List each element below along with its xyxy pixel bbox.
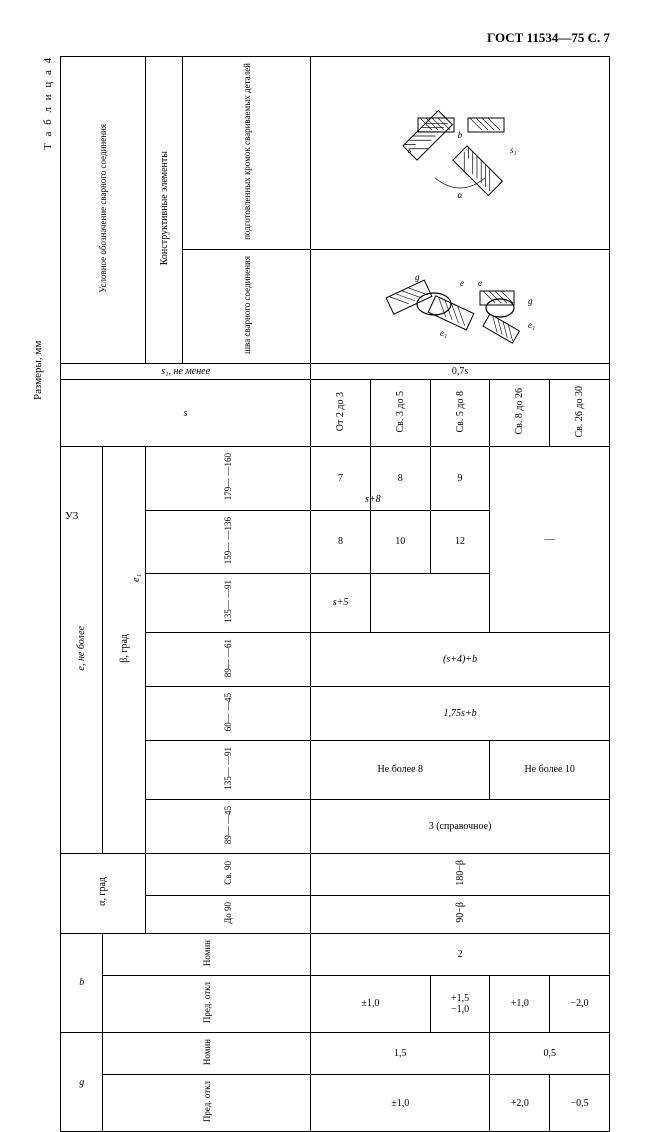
svg-text:e: e [478,278,482,288]
svg-text:g: g [528,296,533,306]
s-row-2: Св. 3 до 5 [395,391,406,432]
e-sprav: 3 (справочное) [311,799,610,853]
s-row-3: Св. 5 до 8 [455,391,466,432]
b-nomin-label: Номин [202,940,212,966]
beta-range-1: 179— —160 [145,447,310,510]
sizes-label: Размеры, мм [32,341,44,400]
beta-range-6: 135— —91 [223,747,233,790]
dimensions-table: Условное обозначение сварного соединения… [60,56,610,1132]
beta-header: β, град [119,634,130,663]
prepared-diagram: α s s₁ b [311,57,610,250]
alpha-above: 180−β [455,860,466,886]
seam-diagram: g e e₁ g e e₁ [311,249,610,363]
e-ne10: Не более 10 [490,741,610,800]
beta-range-2: 159— —136 [223,517,233,564]
e-ne8: Не более 8 [311,741,490,800]
s-row-4: Св. 8 до 26 [514,388,525,434]
g-p3: +2,0 [490,1075,550,1132]
svg-text:b: b [458,130,463,140]
s-row-1: От 2 до 3 [335,392,346,431]
e1-header: e₁ [131,570,142,589]
svg-text:e: e [460,278,464,288]
svg-text:e₁: e₁ [440,328,447,338]
alpha-header: α, град [97,877,108,906]
g-pred-label: Пред. откл [202,1081,212,1122]
svg-text:e₁: e₁ [528,320,535,330]
b-p3: +1,0 [490,975,550,1032]
usl-header: Условное обозначение сварного соединения [98,124,108,293]
table-number-label: Т а б л и ц а 4 [42,56,54,150]
beta-range-3: 135— —91 [223,580,233,623]
prepared-header: подготовленных кромок свариваемых детале… [242,63,252,240]
svg-text:s: s [408,145,412,155]
b-header: b [61,933,103,1032]
alpha-below: 90−β [455,902,466,923]
b-p4: −2,0 [550,975,610,1032]
b-nomin: 2 [311,933,610,975]
seam-header: шва сварного соединения [242,256,252,354]
e-c1-1: 7 [311,447,371,510]
konstr-header: Конструктивные элементы [159,151,170,265]
e-header: e, не более [76,626,87,670]
e-dash: — [490,447,610,632]
b-pred-label: Пред. откл [202,982,212,1023]
page-header: ГОСТ 11534—75 С. 7 [60,30,610,46]
g-header: g [61,1032,103,1131]
e-c2-2: 10 [370,510,430,573]
e-c2-3: 12 [430,510,490,573]
g-n2: 0,5 [490,1032,610,1074]
e-c3-b: s+8 [365,494,381,505]
g-p4: −0,5 [550,1075,610,1132]
usl-value: У3 [65,510,78,522]
b-p2: +1,5 −1,0 [430,975,490,1032]
g-n1: 1,5 [311,1032,490,1074]
e-c1-3: 9 [430,447,490,510]
g-p1: ±1,0 [311,1075,490,1132]
beta-range-4: 89— —61 [223,639,233,677]
e-c2-1: 8 [311,510,371,573]
s1-header: s₁, не менее [161,366,210,377]
alpha-st90: Св. 90 [223,861,233,885]
e-s4b: (s+4)+b [311,632,610,686]
alpha-do90: До 90 [223,902,233,924]
b-p1: ±1,0 [311,975,431,1032]
s1-value: 0,7s [311,363,610,379]
svg-text:g: g [415,272,420,282]
svg-text:s₁: s₁ [510,145,517,155]
s-header: s [61,379,311,446]
beta-range-7: 89— —45 [223,806,233,844]
g-nomin-label: Номин [202,1039,212,1065]
beta-range-5: 60— —45 [223,693,233,731]
e-175sb: 1,75s+b [311,686,610,740]
e-c3-a: s+5 [311,573,371,632]
svg-text:α: α [458,190,463,200]
s-row-5: Св. 26 до 30 [574,386,585,437]
